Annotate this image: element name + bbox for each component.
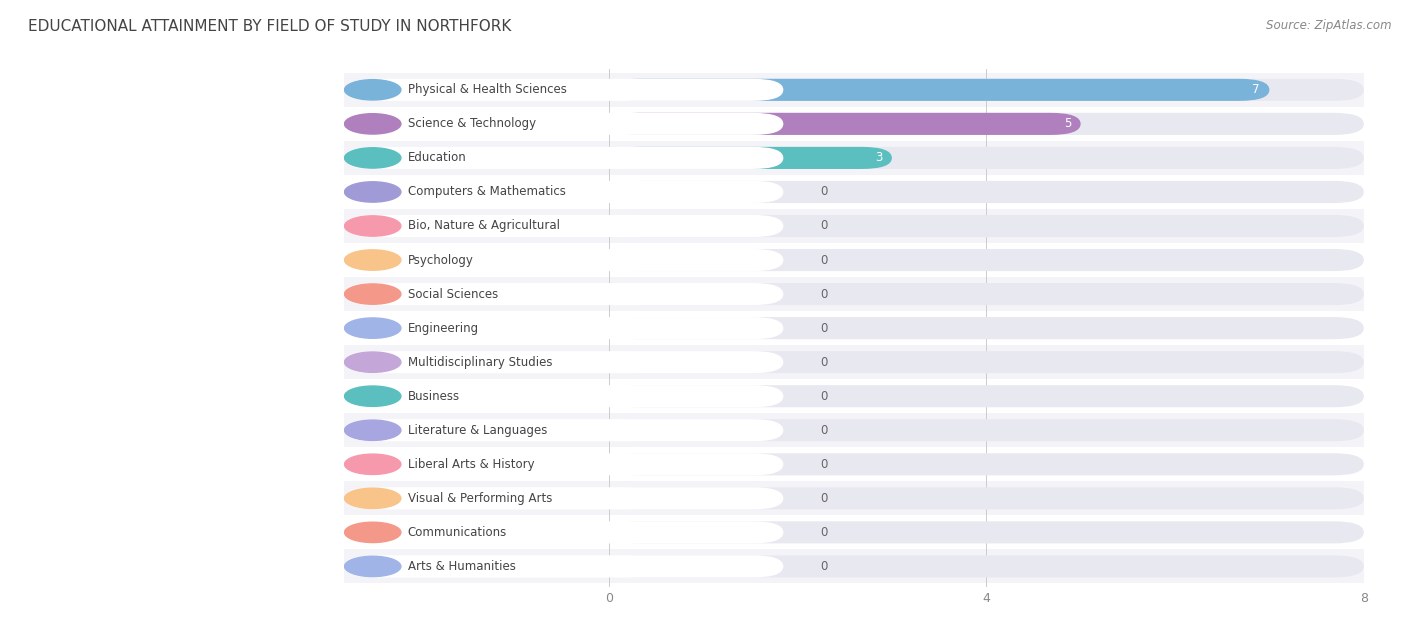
Text: EDUCATIONAL ATTAINMENT BY FIELD OF STUDY IN NORTHFORK: EDUCATIONAL ATTAINMENT BY FIELD OF STUDY… [28,19,512,34]
Text: 0: 0 [820,220,828,232]
FancyBboxPatch shape [609,79,1364,101]
FancyBboxPatch shape [344,555,783,577]
FancyBboxPatch shape [609,453,1364,475]
FancyBboxPatch shape [344,385,783,407]
FancyBboxPatch shape [609,147,1364,169]
Bar [344,209,1364,243]
Circle shape [344,352,401,372]
Text: 0: 0 [820,288,828,300]
FancyBboxPatch shape [344,487,783,509]
FancyBboxPatch shape [344,419,783,441]
Text: 3: 3 [875,151,883,165]
Circle shape [344,522,401,543]
Bar [344,141,1364,175]
Text: 0: 0 [820,560,828,573]
Text: 0: 0 [820,390,828,403]
Text: Multidisciplinary Studies: Multidisciplinary Studies [408,356,553,369]
FancyBboxPatch shape [609,555,1364,577]
Bar [344,345,1364,379]
Text: Education: Education [408,151,467,165]
Bar [344,107,1364,141]
FancyBboxPatch shape [344,113,783,135]
Text: Communications: Communications [408,526,506,539]
Text: 0: 0 [820,492,828,505]
Text: Source: ZipAtlas.com: Source: ZipAtlas.com [1267,19,1392,32]
Circle shape [344,420,401,440]
FancyBboxPatch shape [609,283,1364,305]
FancyBboxPatch shape [344,147,783,169]
FancyBboxPatch shape [344,521,783,543]
FancyBboxPatch shape [609,113,1364,135]
Text: Liberal Arts & History: Liberal Arts & History [408,457,534,471]
FancyBboxPatch shape [609,113,1081,135]
Circle shape [344,114,401,134]
FancyBboxPatch shape [609,521,1364,543]
Text: Physical & Health Sciences: Physical & Health Sciences [408,83,567,97]
Text: 0: 0 [820,356,828,369]
Text: Business: Business [408,390,460,403]
FancyBboxPatch shape [344,453,783,475]
FancyBboxPatch shape [609,487,1364,509]
FancyBboxPatch shape [344,351,783,373]
FancyBboxPatch shape [609,317,1364,339]
Bar [344,481,1364,516]
Bar [344,379,1364,413]
Bar [344,550,1364,584]
Text: 5: 5 [1064,117,1071,131]
Text: 7: 7 [1253,83,1260,97]
FancyBboxPatch shape [609,249,1364,271]
Circle shape [344,250,401,270]
Bar [344,516,1364,550]
Text: 0: 0 [820,254,828,266]
Circle shape [344,386,401,406]
Circle shape [344,284,401,304]
Circle shape [344,488,401,509]
FancyBboxPatch shape [609,215,1364,237]
FancyBboxPatch shape [344,79,783,101]
Circle shape [344,182,401,202]
Bar [344,277,1364,311]
Text: Engineering: Engineering [408,322,478,334]
Circle shape [344,557,401,577]
Text: 0: 0 [820,457,828,471]
Text: Arts & Humanities: Arts & Humanities [408,560,516,573]
Bar [344,311,1364,345]
Text: 0: 0 [820,526,828,539]
FancyBboxPatch shape [344,317,783,339]
FancyBboxPatch shape [609,79,1270,101]
FancyBboxPatch shape [609,181,1364,203]
Text: 0: 0 [820,424,828,437]
FancyBboxPatch shape [609,385,1364,407]
Text: Science & Technology: Science & Technology [408,117,536,131]
FancyBboxPatch shape [344,249,783,271]
FancyBboxPatch shape [609,419,1364,441]
Circle shape [344,454,401,475]
FancyBboxPatch shape [344,283,783,305]
Bar [344,413,1364,447]
FancyBboxPatch shape [344,181,783,203]
FancyBboxPatch shape [609,351,1364,373]
Text: Bio, Nature & Agricultural: Bio, Nature & Agricultural [408,220,560,232]
FancyBboxPatch shape [344,215,783,237]
Text: Psychology: Psychology [408,254,474,266]
Bar [344,175,1364,209]
Text: Computers & Mathematics: Computers & Mathematics [408,186,565,199]
Text: Visual & Performing Arts: Visual & Performing Arts [408,492,553,505]
Bar [344,243,1364,277]
Circle shape [344,216,401,236]
Circle shape [344,148,401,168]
Text: 0: 0 [820,322,828,334]
Text: 0: 0 [820,186,828,199]
Text: Social Sciences: Social Sciences [408,288,498,300]
Bar [344,73,1364,107]
Text: Literature & Languages: Literature & Languages [408,424,547,437]
Circle shape [344,318,401,338]
FancyBboxPatch shape [609,147,891,169]
Circle shape [344,80,401,100]
Bar [344,447,1364,481]
